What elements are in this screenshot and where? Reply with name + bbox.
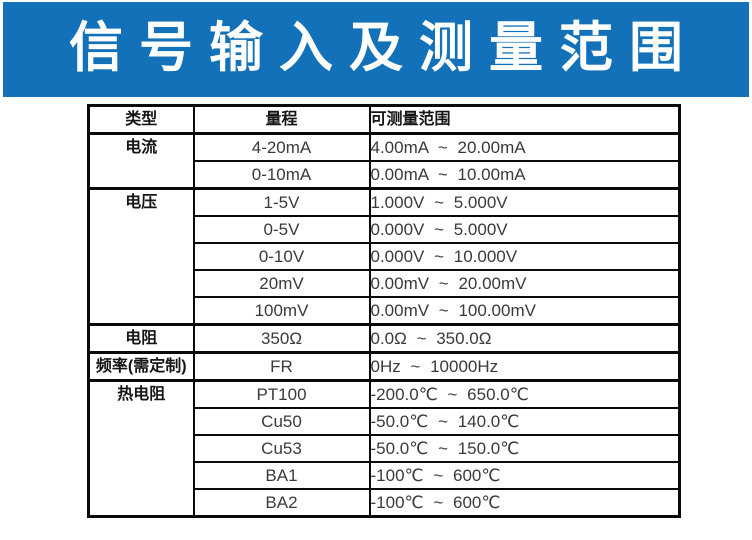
table-row: 0-10mA 0.00mA ~ 10.00mA — [89, 160, 681, 190]
col-header-type: 类型 — [87, 104, 195, 135]
cell-range: 20mV — [192, 269, 371, 298]
page-title: 信号输入及测量范围 — [69, 17, 699, 78]
cell-measurable: 0.00mA ~ 10.00mA — [368, 160, 681, 190]
cell-type: 电流 — [87, 132, 195, 190]
table-row: BA2 -100℃ ~ 600℃ — [89, 488, 681, 518]
cell-measurable: 0.00mV ~ 100.00mV — [368, 296, 681, 326]
table-row: 20mV 0.00mV ~ 20.00mV — [89, 269, 681, 298]
table-row: Cu50 -50.0℃ ~ 140.0℃ — [89, 407, 681, 436]
table-row: Cu53 -50.0℃ ~ 150.0℃ — [89, 434, 681, 463]
cell-measurable: 0Hz ~ 10000Hz — [368, 351, 681, 382]
col-header-range: 量程 — [192, 104, 371, 135]
table-row: BA1 -100℃ ~ 600℃ — [89, 461, 681, 490]
cell-range: 0-10mA — [192, 160, 371, 190]
cell-range: BA1 — [192, 461, 371, 490]
table-row: 电压 1-5V 1.000V ~ 5.000V — [87, 187, 681, 326]
cell-measurable: 4.00mA ~ 20.00mA — [368, 132, 681, 162]
table-row: 频率(需定制) FR 0Hz ~ 10000Hz — [87, 351, 681, 382]
cell-measurable: 1.000V ~ 5.000V — [368, 187, 681, 217]
cell-type: 频率(需定制) — [87, 351, 195, 382]
cell-type: 热电阻 — [87, 379, 195, 518]
cell-range: PT100 — [192, 379, 371, 409]
cell-measurable: 0.00mV ~ 20.00mV — [368, 269, 681, 298]
table-row: 热电阻 PT100 -200.0℃ ~ 650.0℃ — [87, 379, 681, 518]
table-row: 电阻 350Ω 0.0Ω ~ 350.0Ω — [87, 323, 681, 354]
table-row: 100mV 0.00mV ~ 100.00mV — [89, 296, 681, 326]
cell-range: 100mV — [192, 296, 371, 326]
table-row: 电流 4-20mA 4.00mA ~ 20.00mA — [87, 132, 681, 190]
cell-type: 电阻 — [87, 323, 195, 354]
cell-measurable: 0.000V ~ 5.000V — [368, 215, 681, 244]
cell-range: 350Ω — [192, 323, 371, 354]
cell-range: BA2 — [192, 488, 371, 518]
table-row: 0-10V 0.000V ~ 10.000V — [89, 242, 681, 271]
cell-range: Cu53 — [192, 434, 371, 463]
cell-measurable: -50.0℃ ~ 150.0℃ — [368, 434, 681, 463]
cell-range: FR — [192, 351, 371, 382]
cell-range: 0-5V — [192, 215, 371, 244]
table-row: 0-5V 0.000V ~ 5.000V — [89, 215, 681, 244]
header-row: 类型 量程 可测量范围 — [87, 104, 681, 135]
cell-measurable: 0.000V ~ 10.000V — [368, 242, 681, 271]
cell-range: Cu50 — [192, 407, 371, 436]
title-banner: 信号输入及测量范围 — [3, 2, 749, 97]
signal-range-table: 类型 量程 可测量范围 电流 4-20mA 4.00mA ~ 20.00mA 0… — [87, 104, 681, 518]
cell-range: 0-10V — [192, 242, 371, 271]
cell-measurable: -100℃ ~ 600℃ — [368, 461, 681, 490]
col-header-measurable: 可测量范围 — [368, 104, 681, 135]
cell-range: 4-20mA — [192, 132, 371, 162]
cell-measurable: -50.0℃ ~ 140.0℃ — [368, 407, 681, 436]
cell-range: 1-5V — [192, 187, 371, 217]
cell-type: 电压 — [87, 187, 195, 326]
cell-measurable: -100℃ ~ 600℃ — [368, 488, 681, 518]
cell-measurable: 0.0Ω ~ 350.0Ω — [368, 323, 681, 354]
cell-measurable: -200.0℃ ~ 650.0℃ — [368, 379, 681, 409]
